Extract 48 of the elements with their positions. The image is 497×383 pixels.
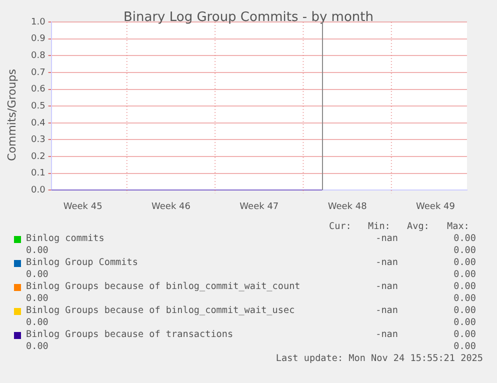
- x-tick-label: Week 45: [63, 202, 102, 212]
- y-tick-label: 0.2: [30, 152, 46, 162]
- text: 0.00: [26, 293, 48, 304]
- y-tick-label: 0.0: [30, 186, 46, 196]
- y-tick-label: 0.7: [30, 68, 46, 78]
- y-tick-label: 0.1: [30, 168, 46, 179]
- text: Min:: [368, 221, 390, 232]
- text: 0.00: [454, 257, 476, 268]
- y-tick-label: 0.4: [30, 118, 46, 128]
- y-tick-label: 0.6: [30, 84, 46, 95]
- text: 0.00: [454, 341, 476, 352]
- text: 0.00: [26, 317, 48, 328]
- text: Max:: [447, 221, 470, 232]
- chart-title: Binary Log Group Commits - by month: [123, 10, 374, 25]
- text: -nan: [376, 281, 398, 292]
- text: 0.00: [26, 341, 48, 352]
- text: 0.00: [454, 233, 476, 244]
- y-axis-title: Commits/Groups: [6, 69, 18, 161]
- text: 0.00: [454, 281, 476, 292]
- y-tick-label: 0.5: [30, 101, 46, 112]
- text: -nan: [376, 305, 398, 316]
- x-tick-label: Week 46: [151, 202, 191, 212]
- x-tick-label: Week 48: [328, 202, 368, 212]
- text: -nan: [376, 233, 398, 244]
- text: -nan: [376, 329, 398, 340]
- text: Avg:: [407, 221, 430, 232]
- text: -nan: [376, 257, 398, 268]
- y-tick-label: 0.3: [30, 135, 46, 146]
- text: Last update: Mon Nov 24 15:55:21 2025: [276, 353, 483, 364]
- text: 0.00: [454, 293, 476, 304]
- text: 0.00: [454, 317, 476, 328]
- text: 0.00: [454, 269, 476, 280]
- text: 0.00: [454, 305, 476, 316]
- y-tick-label: 1.0: [30, 17, 46, 28]
- text: 0.00: [454, 329, 476, 340]
- x-tick-label: Week 49: [416, 202, 456, 212]
- y-tick-label: 0.8: [30, 50, 46, 61]
- text: 0.00: [454, 245, 476, 256]
- legend-label: Binlog Groups because of binlog_commit_wait_usec: [26, 305, 295, 316]
- legend-label: Binlog Groups because of transactions: [26, 329, 234, 340]
- text: 0.00: [26, 269, 48, 280]
- text: Cur:: [329, 221, 352, 232]
- x-tick-label: Week 47: [240, 202, 279, 212]
- legend-label: Binlog commits: [26, 233, 104, 244]
- y-tick-label: 0.9: [30, 34, 46, 44]
- text: 0.00: [26, 245, 48, 256]
- legend-label: Binlog Group Commits: [26, 257, 138, 268]
- legend-label: Binlog Groups because of binlog_commit_wait_count: [26, 281, 300, 292]
